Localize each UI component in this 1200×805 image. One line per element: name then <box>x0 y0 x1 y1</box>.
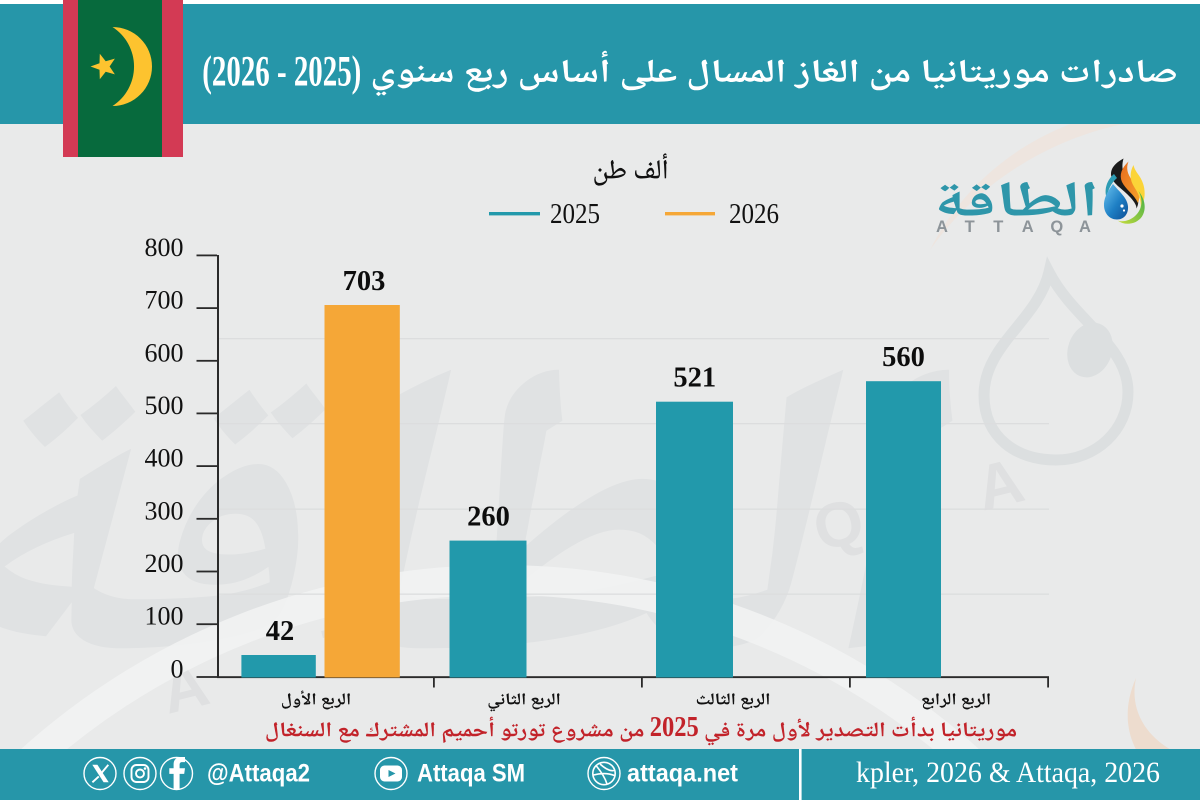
svg-text:2025: 2025 <box>550 199 600 230</box>
svg-text:600: 600 <box>145 338 184 367</box>
svg-text:2025: 2025 <box>650 712 699 743</box>
svg-text:A: A <box>936 218 948 236</box>
svg-text:521: 521 <box>673 363 716 394</box>
svg-text:(2026 - 2025): (2026 - 2025) <box>202 49 361 96</box>
svg-text:100: 100 <box>145 602 184 631</box>
svg-text:A: A <box>1079 218 1091 236</box>
svg-text:200: 200 <box>145 549 184 578</box>
svg-text:kpler, 2026 & Attaqa, 2026: kpler, 2026 & Attaqa, 2026 <box>856 756 1160 789</box>
svg-text:A: A <box>1022 218 1034 236</box>
svg-text:800: 800 <box>145 233 184 262</box>
svg-text:500: 500 <box>145 391 184 420</box>
svg-text:400: 400 <box>145 444 184 473</box>
svg-text:703: 703 <box>343 266 386 297</box>
svg-text:300: 300 <box>145 496 184 525</box>
svg-text:Attaqa SM: Attaqa SM <box>417 760 525 788</box>
svg-text:0: 0 <box>171 655 184 684</box>
svg-text:700: 700 <box>145 286 184 315</box>
svg-text:attaqa.net: attaqa.net <box>627 760 739 788</box>
svg-text:T: T <box>993 218 1003 236</box>
svg-text:T: T <box>965 218 975 236</box>
svg-text:2026: 2026 <box>729 199 779 230</box>
svg-text:260: 260 <box>467 502 510 533</box>
svg-text:560: 560 <box>882 342 925 373</box>
svg-text:@Attaqa2: @Attaqa2 <box>207 760 310 788</box>
svg-text:Q: Q <box>1050 218 1063 236</box>
svg-text:42: 42 <box>266 616 295 647</box>
